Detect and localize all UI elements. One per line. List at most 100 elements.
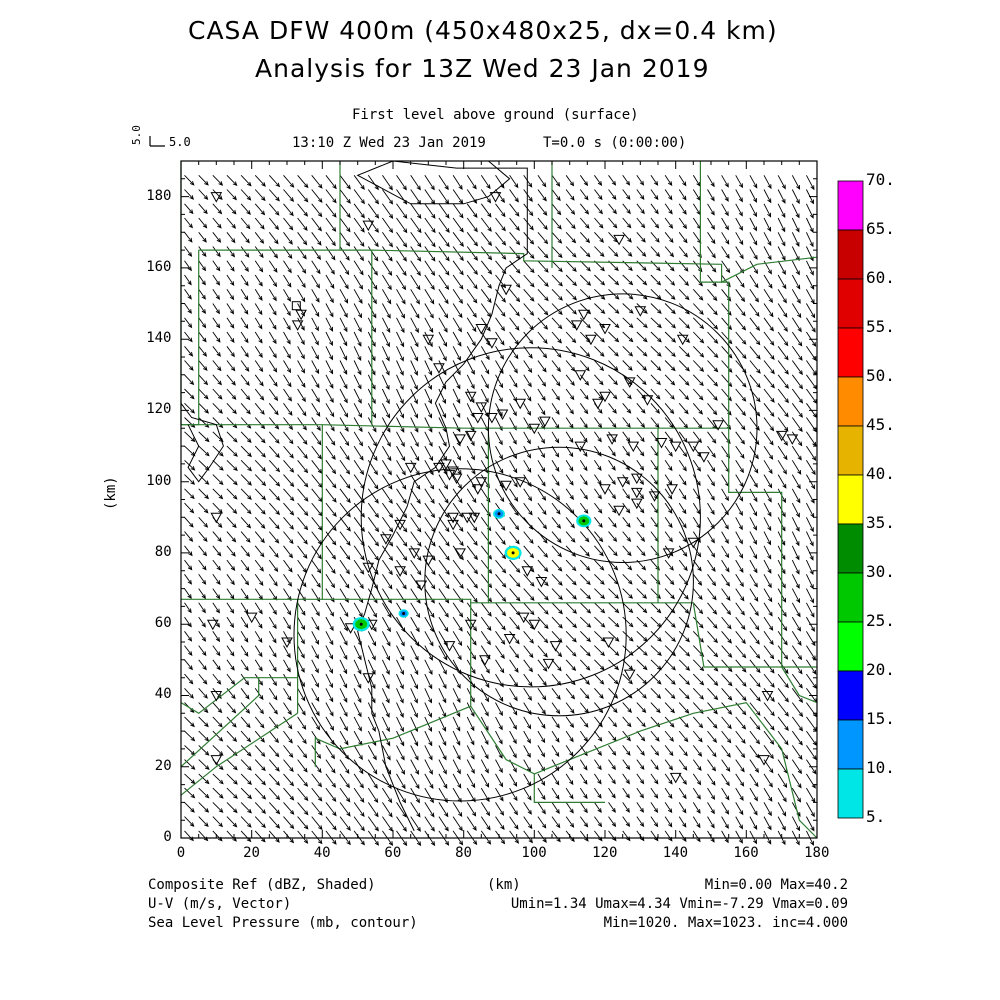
site-square xyxy=(291,301,301,311)
footer-field1-name: Composite Ref (dBZ, Shaded) xyxy=(148,877,376,893)
site-marker xyxy=(486,338,498,349)
x-tick-label: 120 xyxy=(592,845,618,861)
site-marker xyxy=(475,402,488,413)
site-marker xyxy=(758,755,770,766)
echo-center xyxy=(582,519,586,523)
site-marker xyxy=(422,555,435,567)
site-marker xyxy=(634,306,647,317)
site-marker xyxy=(210,691,223,702)
site-marker xyxy=(362,562,375,574)
y-tick-label: 100 xyxy=(146,472,172,489)
county-line xyxy=(658,602,817,668)
y-tick-label: 40 xyxy=(154,686,172,703)
county-line xyxy=(180,599,299,715)
colorbar-label: 5. xyxy=(866,807,886,826)
site-marker xyxy=(669,772,682,784)
time-offset: T=0.0 s (0:00:00) xyxy=(543,135,687,151)
site-marker xyxy=(500,284,512,296)
ref-vector-value: 5.0 xyxy=(169,135,191,149)
site-marker xyxy=(630,487,643,499)
pressure-isobar-west xyxy=(180,403,224,483)
y-tick-label: 160 xyxy=(146,258,172,275)
colorbar-label: 60. xyxy=(866,268,895,287)
x-tick-label: 180 xyxy=(804,845,830,861)
county-line xyxy=(534,701,818,839)
site-marker xyxy=(613,505,625,517)
site-marker xyxy=(666,484,678,495)
site-marker xyxy=(433,363,445,374)
x-axis-label: (km) xyxy=(487,877,521,893)
colorbar-label: 15. xyxy=(866,709,895,728)
radar-range-rings xyxy=(293,293,758,802)
site-marker xyxy=(599,324,611,335)
site-marker xyxy=(475,477,488,488)
site-marker xyxy=(585,334,597,346)
county-line xyxy=(180,677,260,768)
site-marker xyxy=(669,441,682,453)
site-marker xyxy=(503,634,516,645)
site-marker xyxy=(630,473,643,485)
colorbar-swatch xyxy=(837,180,864,231)
site-marker xyxy=(362,220,375,232)
site-marker xyxy=(394,519,406,531)
county-boundaries xyxy=(180,161,818,839)
y-tick-label: 0 xyxy=(163,829,172,845)
colorbar-swatch xyxy=(837,327,864,378)
y-tick-label: 20 xyxy=(154,757,172,774)
footer-field3-name: Sea Level Pressure (mb, contour) xyxy=(148,915,418,931)
colorbar-swatch xyxy=(837,719,864,770)
echo-center xyxy=(359,622,363,626)
site-marker xyxy=(468,512,481,524)
site-marker xyxy=(775,430,788,442)
site-marker xyxy=(475,324,488,335)
site-marker xyxy=(602,637,615,649)
colorbar-label: 20. xyxy=(866,660,895,679)
colorbar xyxy=(837,180,864,819)
site-marker xyxy=(404,462,417,474)
colorbar-label: 65. xyxy=(866,219,895,238)
site-marker xyxy=(623,669,636,681)
site-marker xyxy=(599,391,611,403)
site-marker xyxy=(712,420,724,431)
observation-sites xyxy=(206,192,799,784)
site-marker xyxy=(210,755,223,766)
site-marker xyxy=(676,334,689,346)
footer-field3-stats: Min=1020. Max=1023. inc=4.000 xyxy=(603,915,848,931)
site-marker xyxy=(443,641,456,652)
site-marker xyxy=(440,459,452,470)
site-marker xyxy=(549,641,562,652)
colorbar-swatch xyxy=(837,621,864,672)
site-marker xyxy=(655,438,668,449)
y-tick-label: 140 xyxy=(146,330,172,347)
tick-marks xyxy=(180,160,818,839)
colorbar-label: 45. xyxy=(866,415,895,434)
echo-center xyxy=(402,612,406,615)
site-marker xyxy=(471,413,484,424)
site-marker xyxy=(662,548,675,559)
colorbar-label: 55. xyxy=(866,317,895,336)
site-marker xyxy=(362,673,375,684)
site-marker xyxy=(648,491,661,502)
site-marker xyxy=(447,512,459,524)
site-marker xyxy=(464,391,477,403)
site-marker xyxy=(517,612,530,624)
site-marker xyxy=(486,413,498,424)
county-line xyxy=(181,424,729,429)
site-marker xyxy=(479,655,491,666)
title-line2: Analysis for 13Z Wed 23 Jan 2019 xyxy=(255,54,710,83)
x-tick-label: 40 xyxy=(313,845,331,861)
colorbar-label: 50. xyxy=(866,366,895,385)
colorbar-swatch xyxy=(837,768,864,819)
county-line xyxy=(700,281,730,429)
y-axis-label: (km) xyxy=(103,476,119,510)
site-marker xyxy=(433,462,445,474)
echo-center xyxy=(511,551,515,555)
level-label: First level above ground (surface) xyxy=(352,107,639,123)
site-marker xyxy=(471,484,484,495)
county-line xyxy=(728,428,783,667)
x-tick-label: 20 xyxy=(243,845,260,861)
footer-field1-stats: Min=0.00 Max=40.2 xyxy=(704,877,848,893)
site-marker xyxy=(210,512,223,524)
y-tick-label: 60 xyxy=(154,615,172,632)
